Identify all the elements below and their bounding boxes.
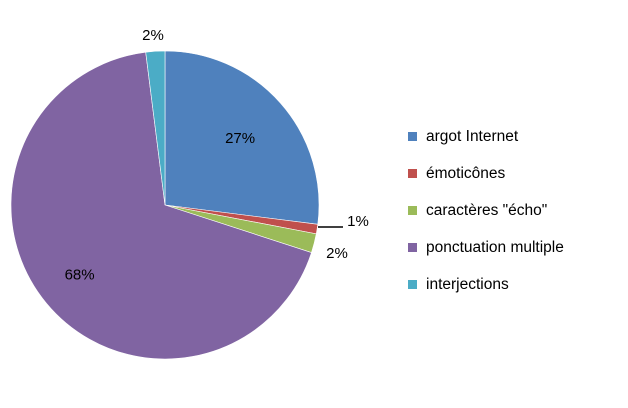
legend-item-caracteres-echo: caractères "écho" bbox=[408, 192, 618, 229]
data-labels: 27% 1% 2% 68% 2% bbox=[65, 27, 369, 284]
pie-slices bbox=[10, 50, 320, 360]
data-label-ponctuation-multiple: 68% bbox=[65, 267, 95, 284]
data-label-argot-internet: 27% bbox=[225, 130, 255, 147]
legend: argot Internet émoticônes caractères "éc… bbox=[408, 118, 618, 303]
legend-swatch-argot-internet bbox=[408, 132, 417, 141]
data-label-caracteres-echo: 2% bbox=[326, 245, 348, 262]
legend-label-argot-internet: argot Internet bbox=[426, 127, 519, 145]
legend-swatch-emoticones bbox=[408, 169, 417, 178]
data-label-emoticones: 1% bbox=[347, 213, 369, 230]
legend-label-emoticones: émoticônes bbox=[426, 164, 506, 182]
legend-label-caracteres-echo: caractères "écho" bbox=[426, 201, 548, 219]
legend-swatch-ponctuation-multiple bbox=[408, 243, 417, 252]
legend-item-ponctuation-multiple: ponctuation multiple bbox=[408, 229, 618, 266]
pie-slice-interjections bbox=[145, 50, 166, 206]
legend-item-emoticones: émoticônes bbox=[408, 155, 618, 192]
legend-label-interjections: interjections bbox=[426, 275, 509, 293]
legend-label-ponctuation-multiple: ponctuation multiple bbox=[426, 238, 564, 256]
pie-slice-ponctuation-multiple bbox=[10, 51, 312, 360]
legend-item-argot-internet: argot Internet bbox=[408, 118, 618, 155]
pie-slice-argot-internet bbox=[164, 50, 320, 225]
legend-swatch-caracteres-echo bbox=[408, 206, 417, 215]
legend-item-interjections: interjections bbox=[408, 266, 618, 303]
legend-swatch-interjections bbox=[408, 280, 417, 289]
data-label-interjections: 2% bbox=[142, 27, 164, 44]
